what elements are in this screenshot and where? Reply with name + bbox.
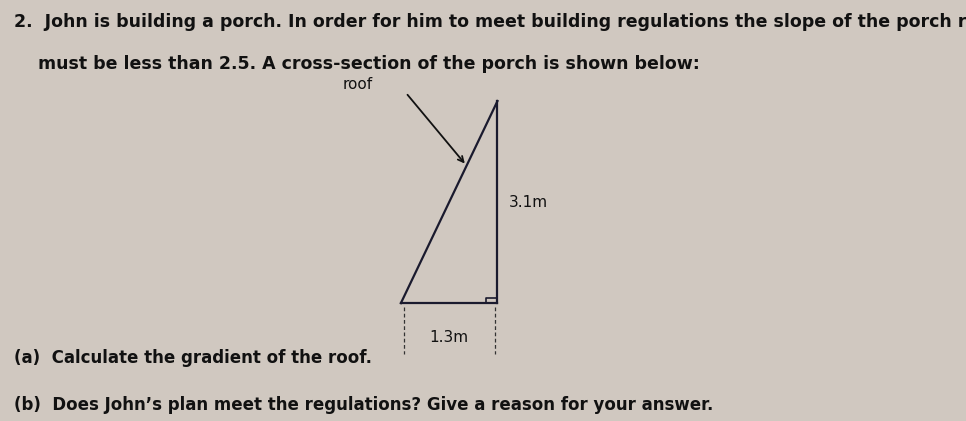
Text: 3.1m: 3.1m — [509, 195, 549, 210]
Text: (b)  Does John’s plan meet the regulations? Give a reason for your answer.: (b) Does John’s plan meet the regulation… — [14, 396, 714, 414]
Text: roof: roof — [343, 77, 373, 92]
Text: 2.  John is building a porch. In order for him to meet building regulations the : 2. John is building a porch. In order fo… — [14, 13, 966, 31]
Text: 1.3m: 1.3m — [430, 330, 469, 346]
Text: must be less than 2.5. A cross-section of the porch is shown below:: must be less than 2.5. A cross-section o… — [14, 55, 700, 73]
Text: (a)  Calculate the gradient of the roof.: (a) Calculate the gradient of the roof. — [14, 349, 373, 368]
